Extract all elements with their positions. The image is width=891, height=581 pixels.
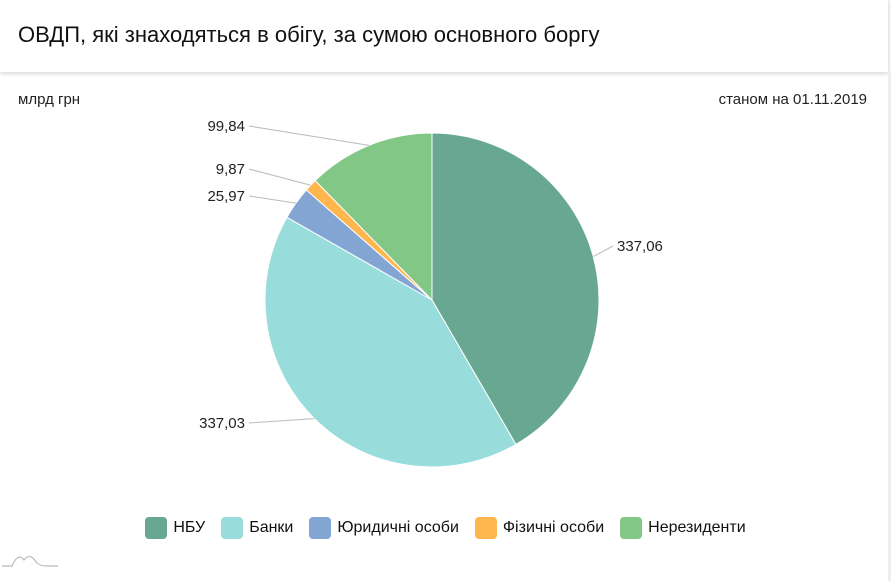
legend-label: НБУ — [173, 519, 206, 536]
legend-item[interactable]: Нерезиденти — [620, 517, 746, 539]
legend-swatch — [620, 517, 643, 539]
legend-swatch — [309, 517, 332, 539]
label-connector — [593, 245, 614, 258]
label-connector — [248, 195, 297, 204]
legend-swatch — [221, 517, 244, 539]
right-border — [888, 72, 891, 581]
page-title: ОВДП, які знаходяться в обігу, за сумою … — [18, 22, 600, 47]
data-label: 337,03 — [199, 415, 245, 432]
legend-swatch — [145, 517, 168, 539]
label-connector — [248, 125, 369, 146]
data-label: 9,87 — [216, 161, 245, 178]
date-label: станом на 01.11.2019 — [718, 91, 867, 108]
legend-label: Юридичні особи — [337, 519, 459, 536]
legend-label: Фізичні особи — [502, 519, 605, 536]
pie-slice[interactable] — [314, 132, 433, 302]
legend-item[interactable]: Фізичні особи — [474, 517, 605, 539]
legend-item[interactable]: НБУ — [145, 517, 205, 539]
legend-label: Банки — [249, 519, 294, 536]
legend-item[interactable]: Банки — [221, 517, 293, 539]
pie-slice[interactable] — [264, 216, 517, 468]
pie-slice[interactable] — [431, 132, 600, 446]
logo-icon — [2, 555, 58, 567]
label-connector — [248, 168, 311, 186]
data-label: 99,84 — [207, 118, 245, 135]
legend: НБУ Банки Юридичні особи Фізичні особи Нерез… — [0, 517, 891, 539]
legend-label: Нерезиденти — [648, 519, 746, 536]
label-connector — [248, 418, 315, 424]
legend-swatch — [474, 517, 497, 539]
legend-item[interactable]: Юридичні особи — [309, 517, 459, 539]
data-label: 25,97 — [207, 188, 245, 205]
data-label: 337,06 — [617, 238, 663, 255]
chart-header: ОВДП, які знаходяться в обігу, за сумою … — [0, 0, 889, 72]
unit-label: млрд грн — [18, 91, 81, 108]
